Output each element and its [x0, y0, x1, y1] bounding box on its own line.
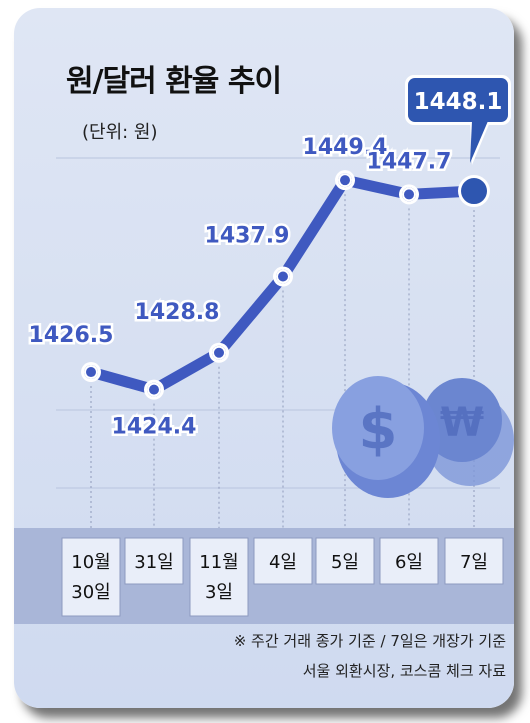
callout-value: 1448.1: [414, 89, 503, 115]
note-basis: ※ 주간 거래 종가 기준 / 7일은 개장가 기준: [233, 632, 506, 650]
grid-lines: [56, 157, 500, 528]
data-label: 1426.5: [29, 323, 114, 348]
data-label: 1424.4: [112, 415, 197, 440]
data-point-inner: [84, 365, 98, 380]
x-tick-cell: [124, 537, 184, 585]
data-label: 1428.8: [135, 300, 220, 325]
data-point-inner: [338, 173, 352, 188]
data-label: 1437.9: [205, 224, 290, 249]
chart-title: 원/달러 환율 추이: [66, 64, 282, 99]
unit-label: (단위: 원): [82, 122, 158, 143]
x-tick-cell: [61, 537, 121, 617]
x-tick-label: 11월: [199, 552, 238, 573]
data-point-inner: [212, 345, 226, 360]
data-label: 1447.7: [367, 149, 452, 174]
x-axis: 10월 30일 31일 11월 3일 4일 5일 6일 7일: [14, 528, 514, 624]
data-point-inner: [402, 187, 416, 202]
x-tick-label: 6일: [395, 552, 423, 573]
x-tick-label: 7일: [460, 552, 488, 573]
x-tick-label: 30일: [71, 582, 110, 603]
won-icon: ₩: [440, 400, 484, 446]
callout-box: [408, 78, 508, 122]
x-tick-cell: [444, 537, 504, 585]
coin-front-face: [332, 376, 424, 480]
x-tick-label: 10월: [71, 552, 110, 573]
data-points: [81, 170, 490, 400]
data-point-inner: [276, 269, 290, 284]
coin-back-face: [422, 378, 502, 462]
data-point-inner: [147, 382, 161, 397]
x-tick-label: 5일: [331, 552, 359, 573]
x-tick-label: 3일: [205, 582, 233, 603]
x-tick-cell: [315, 537, 375, 585]
dollar-icon: $: [359, 397, 398, 462]
note-source: 서울 외환시장, 코스콤 체크 자료: [302, 662, 506, 680]
data-label: 1449.4: [303, 135, 388, 160]
x-tick-cell: [189, 537, 249, 617]
x-tick-cell: [379, 537, 439, 585]
x-tick-label: 4일: [269, 552, 297, 573]
coins-illustration: $ ₩: [332, 376, 514, 498]
x-tick-label: 31일: [134, 552, 173, 573]
highlight-point: [461, 178, 487, 205]
x-tick-cell: [253, 537, 313, 585]
callout-pointer: [470, 121, 488, 164]
